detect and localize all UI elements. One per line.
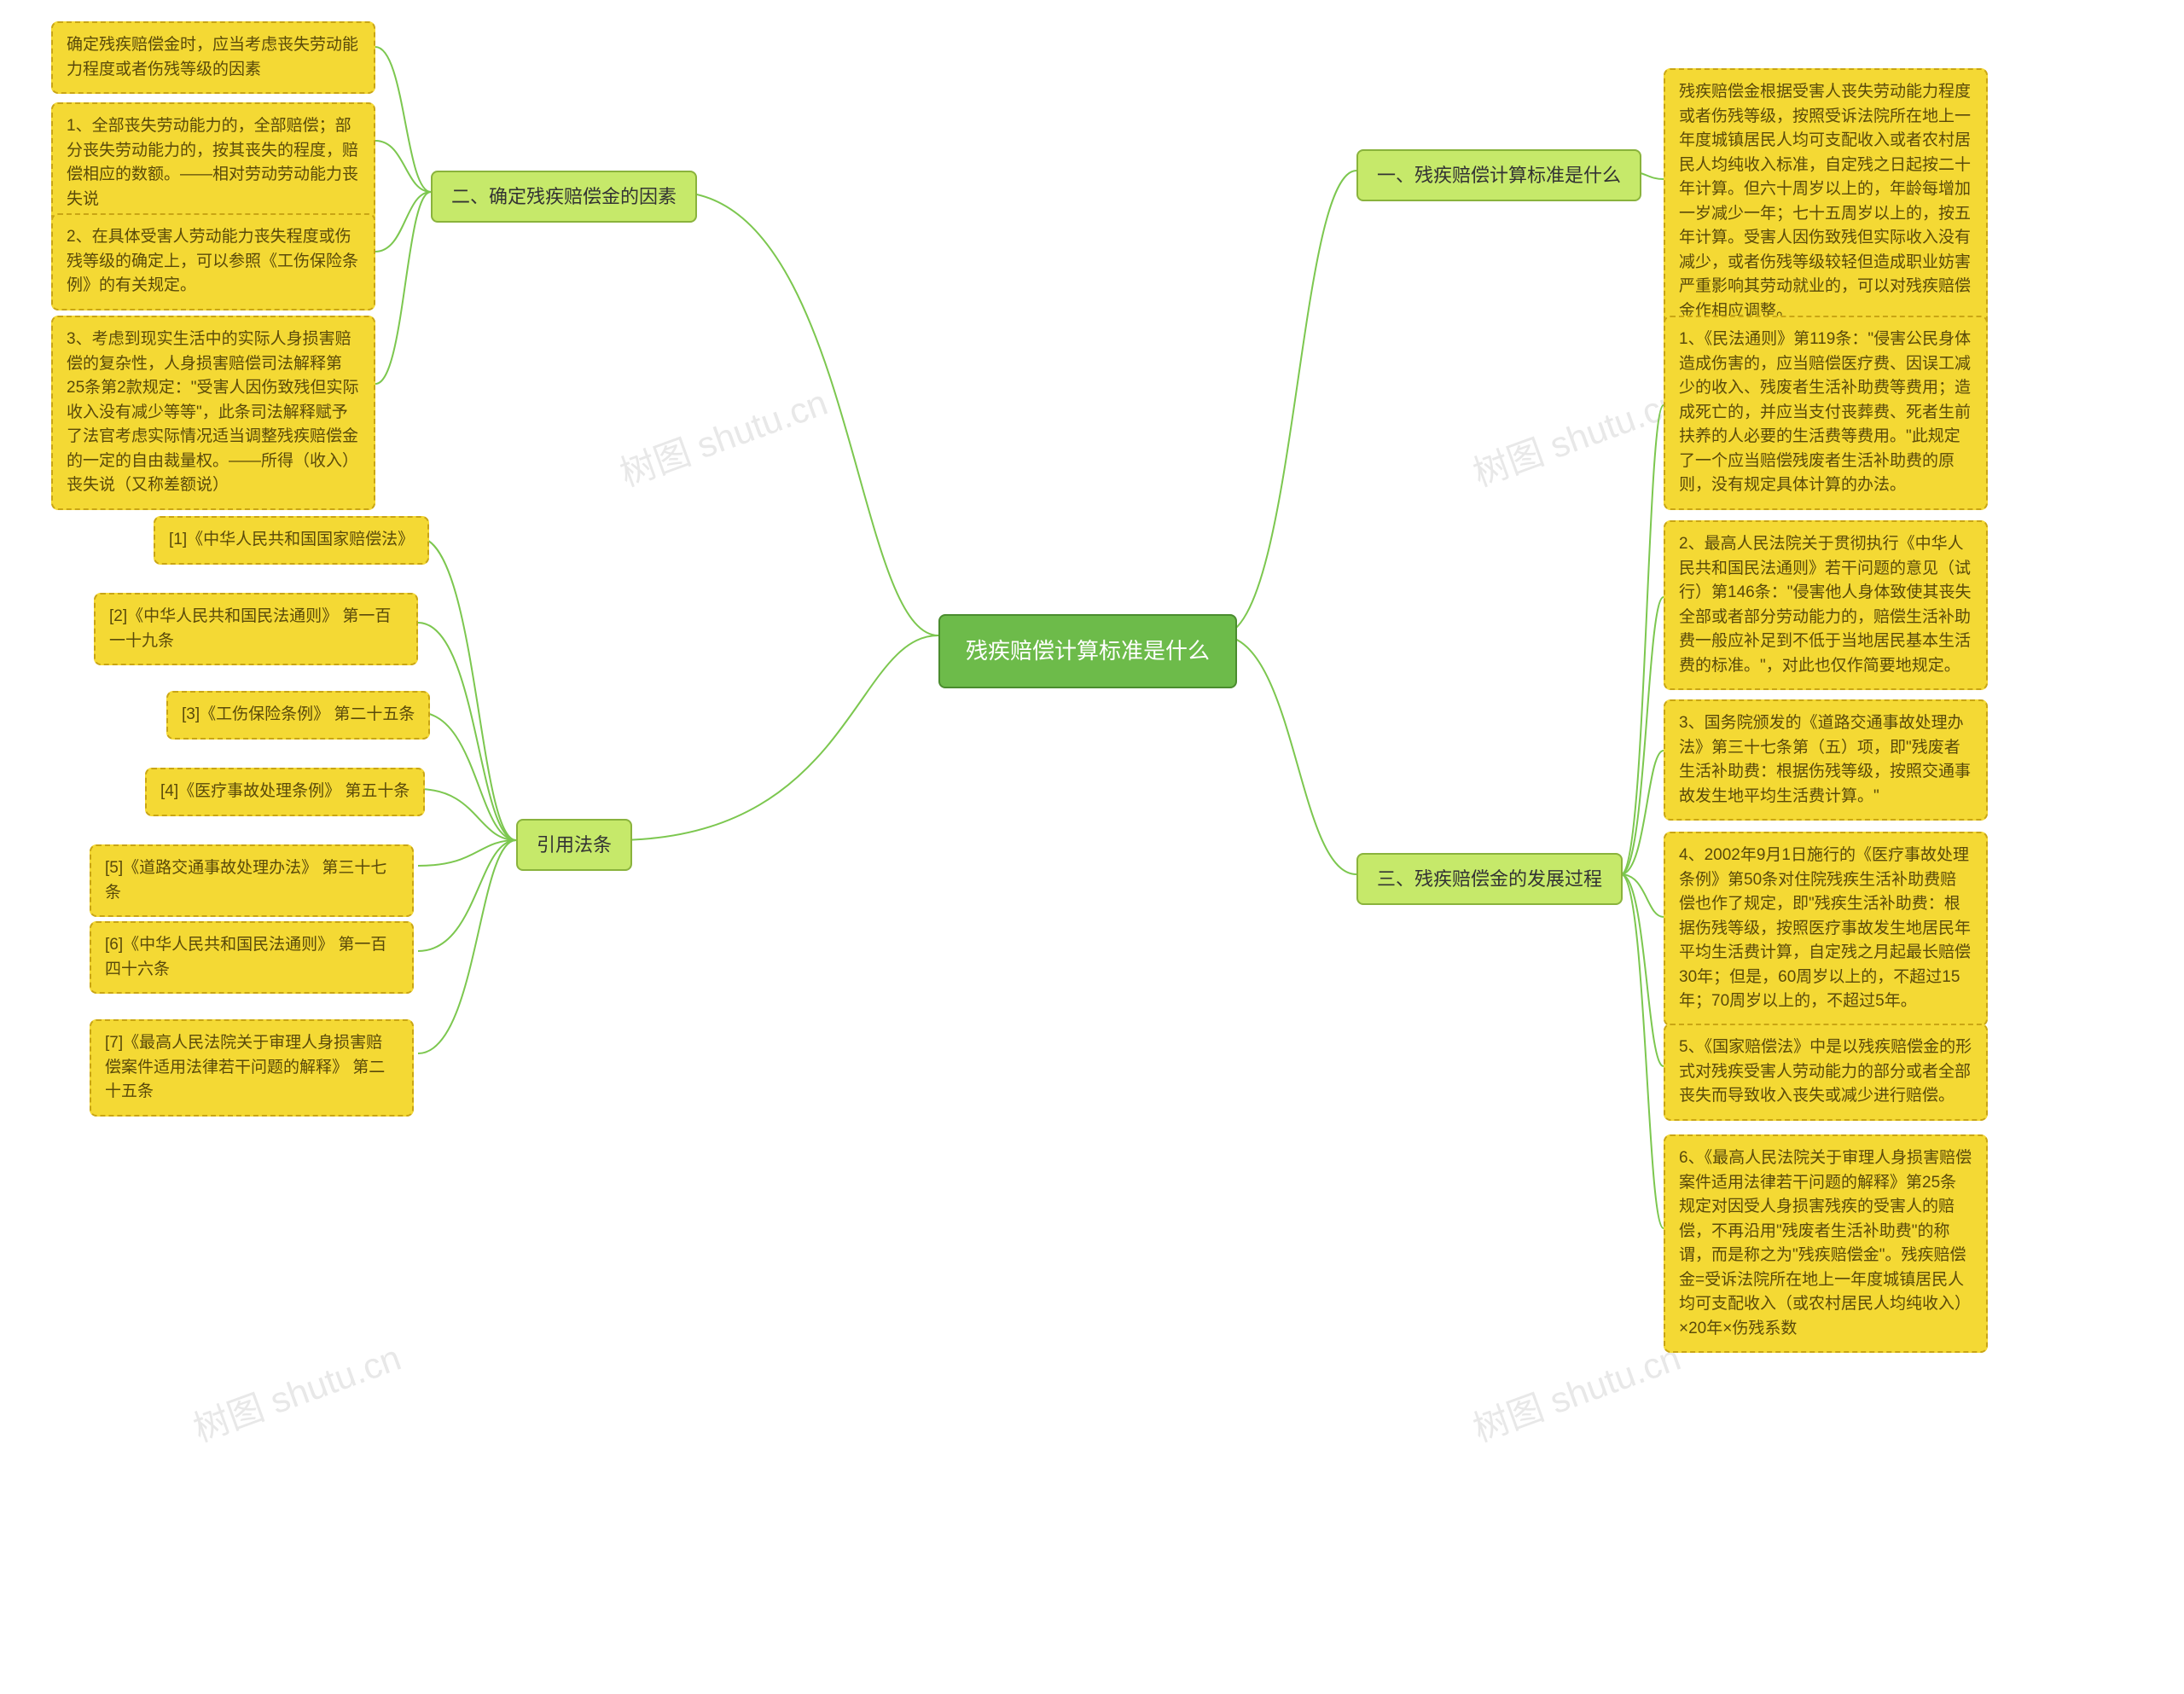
leaf-node[interactable]: [5]《道路交通事故处理办法》 第三十七条 [90,844,414,917]
leaf-node[interactable]: 3、国务院颁发的《道路交通事故处理办法》第三十七条第（五）项，即"残废者生活补助… [1664,699,1988,821]
center-node[interactable]: 残疾赔偿计算标准是什么 [938,614,1237,688]
leaf-node[interactable]: 残疾赔偿金根据受害人丧失劳动能力程度或者伤残等级，按照受诉法院所在地上一年度城镇… [1664,68,1988,335]
watermark: 树图 shutu.cn [1465,374,1687,496]
leaf-node[interactable]: 确定残疾赔偿金时，应当考虑丧失劳动能力程度或者伤残等级的因素 [51,21,375,94]
branch-node-3[interactable]: 三、残疾赔偿金的发展过程 [1356,853,1623,905]
leaf-node[interactable]: 1、全部丧失劳动能力的，全部赔偿；部分丧失劳动能力的，按其丧失的程度，赔偿相应的… [51,102,375,223]
watermark: 树图 shutu.cn [1465,1329,1687,1452]
branch-node-4[interactable]: 引用法条 [516,819,632,871]
leaf-node[interactable]: 6、《最高人民法院关于审理人身损害赔偿案件适用法律若干问题的解释》第25条规定对… [1664,1134,1988,1353]
leaf-node[interactable]: 3、考虑到现实生活中的实际人身损害赔偿的复杂性，人身损害赔偿司法解释第25条第2… [51,316,375,510]
leaf-node[interactable]: [2]《中华人民共和国民法通则》 第一百一十九条 [94,593,418,665]
watermark: 树图 shutu.cn [612,374,834,496]
branch-node-1[interactable]: 一、残疾赔偿计算标准是什么 [1356,149,1641,201]
leaf-node[interactable]: [3]《工伤保险条例》 第二十五条 [166,691,430,740]
leaf-node[interactable]: [6]《中华人民共和国民法通则》 第一百四十六条 [90,921,414,994]
leaf-node[interactable]: 2、在具体受害人劳动能力丧失程度或伤残等级的确定上，可以参照《工伤保险条例》的有… [51,213,375,310]
leaf-node[interactable]: [4]《医疗事故处理条例》 第五十条 [145,768,425,816]
watermark: 树图 shutu.cn [185,1329,407,1452]
leaf-node[interactable]: [1]《中华人民共和国国家赔偿法》 [154,516,429,565]
leaf-node[interactable]: 4、2002年9月1日施行的《医疗事故处理条例》第50条对住院残疾生活补助费赔偿… [1664,832,1988,1026]
leaf-node[interactable]: 2、最高人民法院关于贯彻执行《中华人民共和国民法通则》若干问题的意见（试行）第1… [1664,520,1988,690]
leaf-node[interactable]: [7]《最高人民法院关于审理人身损害赔偿案件适用法律若干问题的解释》 第二十五条 [90,1019,414,1117]
branch-node-2[interactable]: 二、确定残疾赔偿金的因素 [431,171,697,223]
leaf-node[interactable]: 5、《国家赔偿法》中是以残疾赔偿金的形式对残疾受害人劳动能力的部分或者全部丧失而… [1664,1024,1988,1121]
leaf-node[interactable]: 1、《民法通则》第119条："侵害公民身体造成伤害的，应当赔偿医疗费、因误工减少… [1664,316,1988,510]
